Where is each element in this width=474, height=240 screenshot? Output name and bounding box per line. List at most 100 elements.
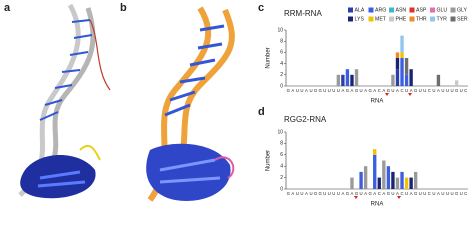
x-tick-label: A <box>364 191 367 196</box>
legend-label: PHE <box>396 16 407 22</box>
x-tick-label: G <box>387 88 391 93</box>
x-tick-label: G <box>414 191 418 196</box>
x-tick-label: G <box>346 191 350 196</box>
x-tick-label: G <box>287 191 291 196</box>
bar-segment <box>436 74 441 86</box>
bar-segment <box>391 74 395 86</box>
y-axis-label: Number <box>266 150 272 171</box>
y-tick-label: 10 <box>277 129 283 135</box>
bar-segment <box>350 177 354 189</box>
legend-swatch <box>368 16 374 22</box>
x-tick-label: U <box>296 88 299 93</box>
x-tick-label: U <box>328 191 331 196</box>
bar-segment <box>395 58 400 70</box>
x-tick-label: C <box>378 191 381 196</box>
legend-label: ARG <box>375 7 386 13</box>
x-tick-label: U <box>300 88 303 93</box>
bar-segment <box>400 52 404 58</box>
x-tick-label: A <box>437 88 440 93</box>
x-tick-label: U <box>332 191 335 196</box>
panel-label: c <box>258 2 264 14</box>
legend-swatch <box>389 16 394 22</box>
bar-segment <box>386 166 391 189</box>
y-tick-label: 4 <box>280 164 283 170</box>
x-tick-label: A <box>373 191 376 196</box>
bar-segment <box>400 35 404 53</box>
x-tick-label: U <box>360 191 363 196</box>
bar-segment <box>373 154 377 189</box>
x-tick-label: U <box>337 88 340 93</box>
x-tick-label: U <box>391 191 394 196</box>
x-tick-label: G <box>318 191 322 196</box>
x-tick-label: A <box>410 191 413 196</box>
legend-label: GLU <box>437 7 448 13</box>
x-tick-label: C <box>378 88 381 93</box>
y-axis-label: Number <box>266 47 272 68</box>
x-tick-label: G <box>314 88 318 93</box>
x-tick-label: U <box>309 191 312 196</box>
x-tick-label: G <box>318 88 322 93</box>
site-markers <box>354 93 412 199</box>
x-tick-label: G <box>455 88 459 93</box>
x-tick-label: A <box>364 88 367 93</box>
x-tick-label: C <box>428 88 431 93</box>
bar-segment <box>404 74 409 86</box>
legend-label: ALA <box>355 7 365 13</box>
x-tick-label: C <box>464 88 467 93</box>
panel-label: a <box>4 2 11 14</box>
bar-segment <box>373 149 377 155</box>
legend-label: LYS <box>355 16 365 22</box>
x-tick-label: U <box>323 88 326 93</box>
bar-segment <box>382 160 386 189</box>
x-tick-label: U <box>360 88 363 93</box>
chart-title: RRM-RNA <box>284 9 322 18</box>
x-tick-label: G <box>414 88 418 93</box>
x-tick-label: U <box>337 191 340 196</box>
x-tick-label: A <box>341 88 344 93</box>
legend-swatch <box>348 7 353 13</box>
x-tick-label: U <box>419 88 422 93</box>
legend-swatch <box>389 7 394 13</box>
legend-swatch <box>409 7 415 13</box>
x-tick-label: G <box>346 88 350 93</box>
legend-label: SER <box>457 16 468 22</box>
x-tick-label: G <box>355 88 359 93</box>
legend-label: TYR <box>437 16 448 22</box>
x-tick-label: U <box>391 88 394 93</box>
bar-segment <box>414 171 418 189</box>
x-tick-label: U <box>446 191 449 196</box>
x-tick-label: C <box>400 191 403 196</box>
x-tick-label: G <box>369 191 373 196</box>
x-tick-label: A <box>410 88 413 93</box>
x-tick-label: U <box>328 88 331 93</box>
legend-swatch <box>430 7 435 13</box>
legend-label: GLY <box>457 7 468 13</box>
bar-segment <box>354 69 359 86</box>
legend-swatch <box>450 7 456 13</box>
bar-segment <box>409 177 413 189</box>
bar-segment <box>395 52 400 58</box>
bar-segment <box>404 177 409 189</box>
y-tick-label: 0 <box>280 83 283 89</box>
x-tick-label: A <box>373 88 376 93</box>
legend-label: THR <box>416 16 427 22</box>
legend-swatch <box>348 16 353 22</box>
y-tick-label: 4 <box>280 61 283 67</box>
x-axis-label: RNA <box>371 99 384 105</box>
x-tick-label: U <box>332 88 335 93</box>
panel-label: d <box>258 106 265 118</box>
x-tick-label: A <box>291 88 294 93</box>
x-tick-label: A <box>305 88 308 93</box>
y-tick-label: 8 <box>280 141 283 147</box>
bar-segment <box>395 69 400 86</box>
legend-label: MET <box>375 16 387 22</box>
bar-segment <box>363 166 368 189</box>
y-tick-label: 6 <box>280 152 283 158</box>
x-tick-label: A <box>351 88 354 93</box>
x-tick-label: A <box>291 191 294 196</box>
x-tick-label: U <box>309 88 312 93</box>
bar-segment <box>400 171 404 189</box>
x-tick-label: A <box>305 191 308 196</box>
y-tick-label: 2 <box>280 72 283 78</box>
